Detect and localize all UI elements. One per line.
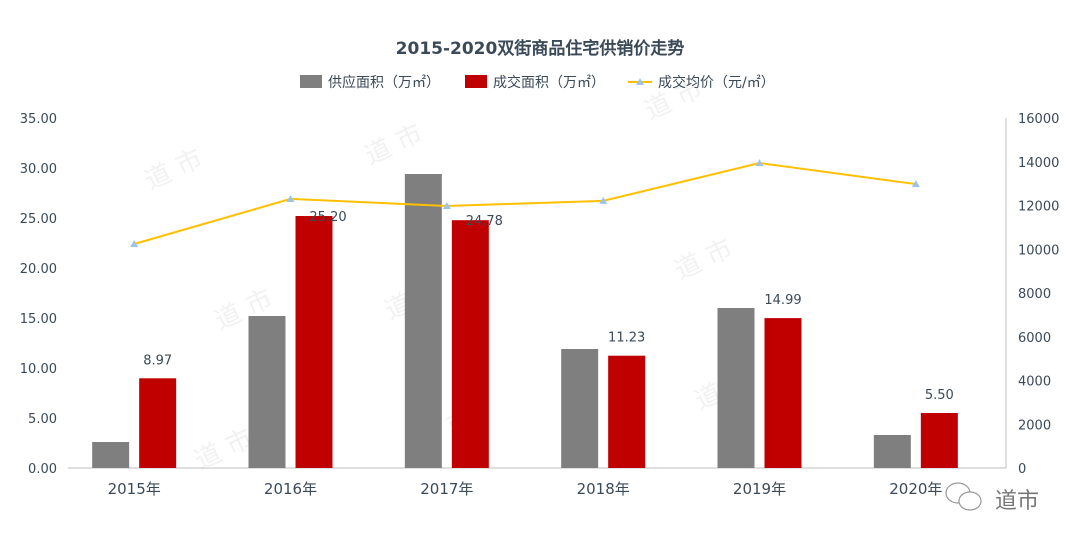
watermark-text: 道 市 — [670, 234, 737, 287]
y-right-tick-label: 10000 — [1018, 243, 1059, 258]
data-label: 8.97 — [143, 353, 172, 368]
bar-deal — [139, 378, 177, 468]
x-tick-label: 2019年 — [733, 480, 786, 498]
y-right-tick-label: 8000 — [1018, 287, 1051, 302]
x-tick-label: 2018年 — [577, 480, 630, 498]
price-marker — [286, 194, 295, 202]
data-label: 25.20 — [309, 210, 346, 225]
legend: 供应面积（万㎡） 成交面积（万㎡） 成交均价（元/㎡） — [300, 74, 775, 91]
y-right-tick-label: 16000 — [1018, 112, 1059, 127]
legend-label-supply: 供应面积（万㎡） — [328, 74, 440, 91]
bar-supply — [717, 308, 755, 468]
x-tick-label: 2020年 — [889, 480, 942, 498]
chart-title: 2015-2020双街商品住宅供销价走势 — [396, 38, 685, 59]
price-line — [133, 162, 916, 245]
legend-swatch-deal — [465, 75, 487, 88]
bar-supply — [561, 349, 599, 468]
y-right-tick-label: 14000 — [1018, 156, 1059, 171]
legend-swatch-supply — [300, 75, 322, 88]
legend-label-price: 成交均价（元/㎡） — [658, 74, 775, 91]
data-label: 24.78 — [466, 214, 503, 229]
legend-marker-price — [636, 78, 644, 85]
bar-deal — [764, 318, 802, 468]
data-label: 5.50 — [925, 388, 954, 403]
bar-supply — [873, 435, 911, 468]
bar-deal — [295, 216, 333, 468]
legend-label-deal: 成交面积（万㎡） — [493, 74, 605, 91]
wechat-logo: 道市 — [945, 482, 1039, 514]
bar-supply — [404, 174, 442, 468]
y-left-tick-label: 10.00 — [20, 362, 57, 377]
bar-deal — [608, 355, 646, 468]
bar-supply — [248, 316, 286, 468]
price-marker — [911, 180, 920, 188]
y-left-tick-label: 30.00 — [20, 162, 57, 177]
y-left-tick-label: 25.00 — [20, 212, 57, 227]
wechat-bubble-icon — [958, 491, 982, 511]
y-right-tick-label: 12000 — [1018, 200, 1059, 215]
y-left-tick-label: 20.00 — [20, 262, 57, 277]
x-tick-label: 2015年 — [108, 480, 161, 498]
y-left-tick-label: 0.00 — [28, 462, 57, 477]
y-left-tick-label: 35.00 — [20, 112, 57, 127]
bar-deal — [920, 413, 958, 468]
x-tick-label: 2017年 — [420, 480, 473, 498]
bar-deal — [451, 220, 489, 468]
y-right-tick-label: 2000 — [1018, 418, 1051, 433]
data-label: 11.23 — [608, 331, 645, 346]
y-right-tick-label: 0 — [1018, 462, 1026, 477]
y-left-tick-label: 5.00 — [28, 412, 57, 427]
watermark-text: 道 市 — [140, 144, 207, 197]
y-right-tick-label: 4000 — [1018, 375, 1051, 390]
watermarks: 道 市道 市道 市道 市道 市道 市道 市道 市道 市 — [140, 74, 757, 477]
x-tick-label: 2016年 — [264, 480, 317, 498]
data-label: 14.99 — [764, 293, 801, 308]
y-left-tick-label: 15.00 — [20, 312, 57, 327]
price-marker — [755, 159, 764, 167]
price-marker — [130, 240, 139, 247]
price-marker — [599, 196, 608, 204]
marks: 8.97 25.20 24.78 11.23 14.99 5.50 — [92, 159, 958, 468]
watermark-text: 道 市 — [360, 119, 427, 172]
y-right-tick-label: 6000 — [1018, 331, 1051, 346]
bar-supply — [92, 442, 130, 468]
axes: 0.00 5.00 10.00 15.00 20.00 25.00 30.00 35.00 0 2… — [20, 112, 1060, 498]
price-marker — [442, 201, 451, 209]
logo-text: 道市 — [995, 489, 1039, 514]
